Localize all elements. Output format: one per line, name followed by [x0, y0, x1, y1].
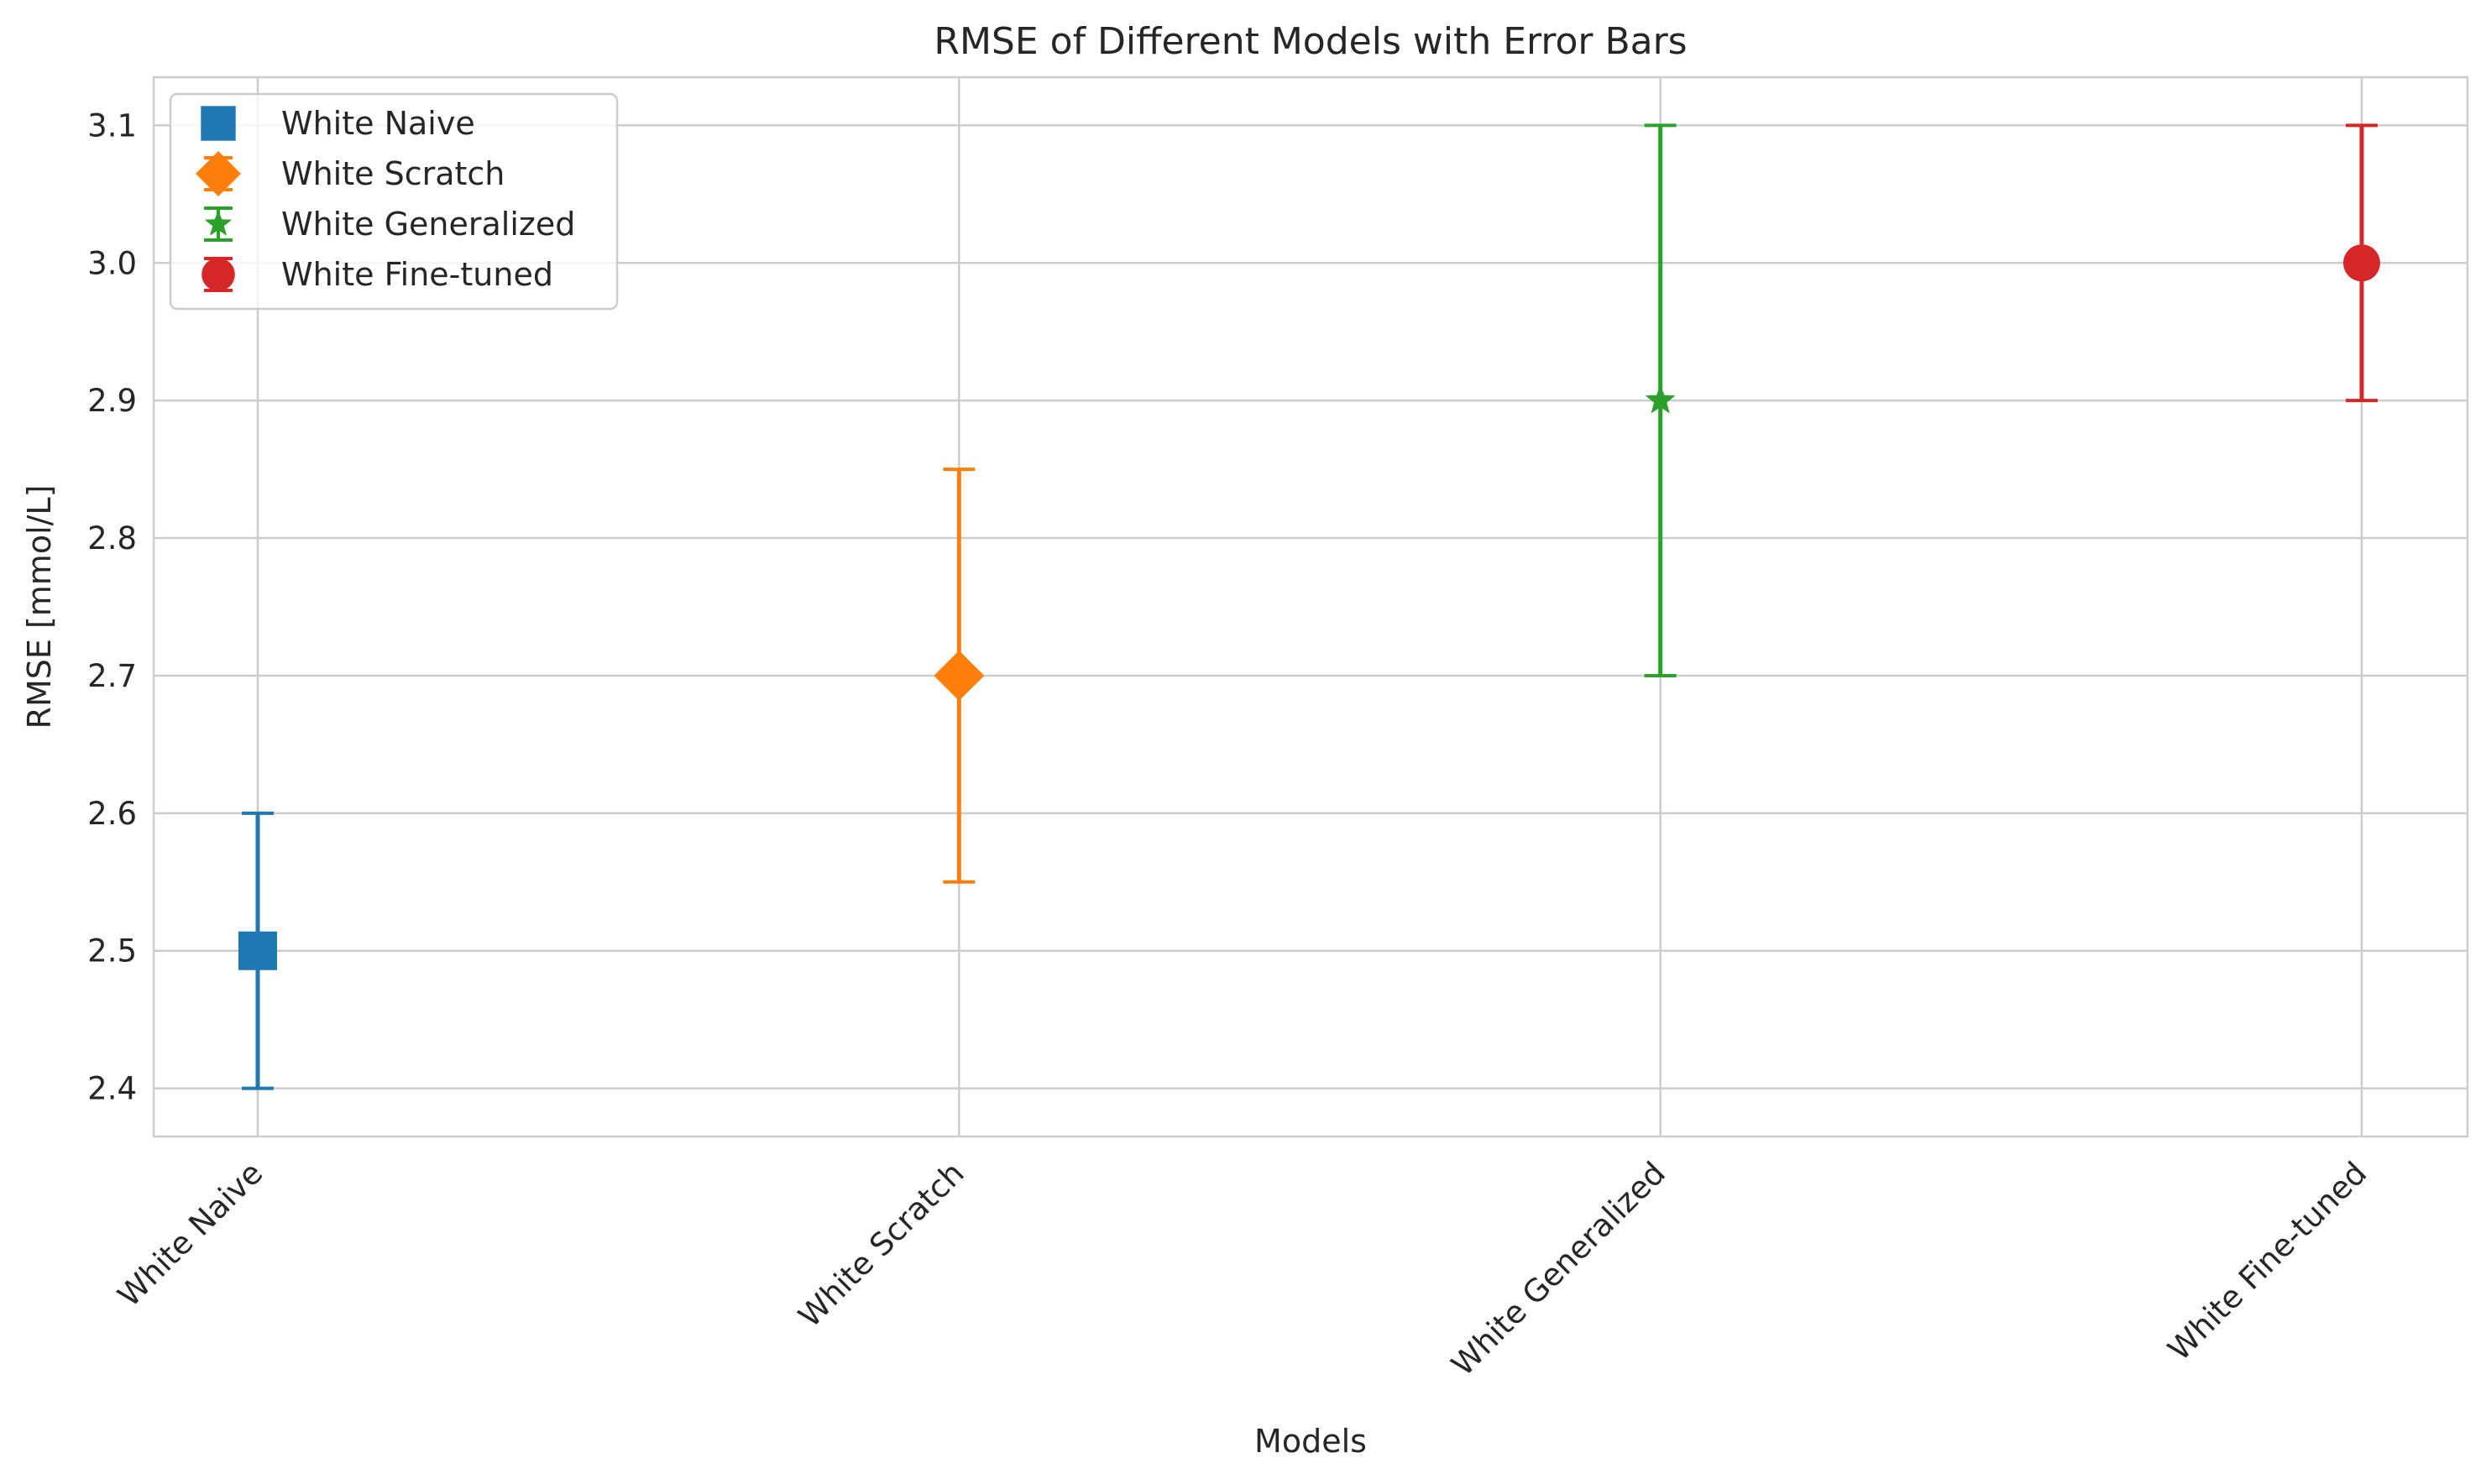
y-axis-ticks: 2.4 2.5 2.6 2.7 2.8 2.9 3.0 3.1	[87, 107, 137, 1106]
data-point-diamond	[934, 650, 985, 701]
x-tick-label: White Fine-tuned	[2161, 1155, 2373, 1367]
y-tick-label: 2.7	[87, 658, 137, 694]
x-axis-label: Models	[1254, 1423, 1367, 1460]
plot-area-frame	[152, 76, 2469, 1138]
legend-label: White Fine-tuned	[281, 256, 553, 293]
legend-label: White Generalized	[281, 206, 575, 243]
x-tick-label: White Generalized	[1444, 1155, 1672, 1383]
y-axis-label: RMSE [mmol/L]	[21, 485, 58, 729]
legend: White Naive White Scratch White Generalize…	[169, 92, 619, 311]
legend-marker-circle	[201, 258, 235, 291]
y-tick-label: 2.9	[87, 383, 137, 419]
y-tick-label: 2.5	[87, 933, 137, 969]
legend-marker-diamond	[196, 151, 241, 196]
x-axis-ticks: White Naive White Scratch White Generalize…	[111, 1155, 2373, 1383]
y-tick-label: 3.1	[87, 107, 137, 144]
legend-box	[169, 92, 619, 311]
legend-label: White Scratch	[281, 155, 505, 192]
legend-marker-square	[201, 106, 236, 141]
chart-title: RMSE of Different Models with Error Bars	[934, 20, 1687, 63]
x-tick-label: White Scratch	[792, 1155, 971, 1335]
data-point-square	[238, 931, 277, 970]
y-tick-label: 2.6	[87, 796, 137, 832]
y-tick-label: 3.0	[87, 245, 137, 281]
legend-label: White Naive	[281, 105, 475, 142]
x-tick-label: White Naive	[111, 1155, 270, 1314]
data-point-star	[1645, 384, 1676, 414]
data-point-circle	[2343, 244, 2380, 282]
legend-marker-star	[204, 209, 233, 236]
y-tick-label: 2.8	[87, 520, 137, 556]
y-tick-label: 2.4	[87, 1071, 137, 1107]
data-marks	[238, 123, 2380, 1090]
